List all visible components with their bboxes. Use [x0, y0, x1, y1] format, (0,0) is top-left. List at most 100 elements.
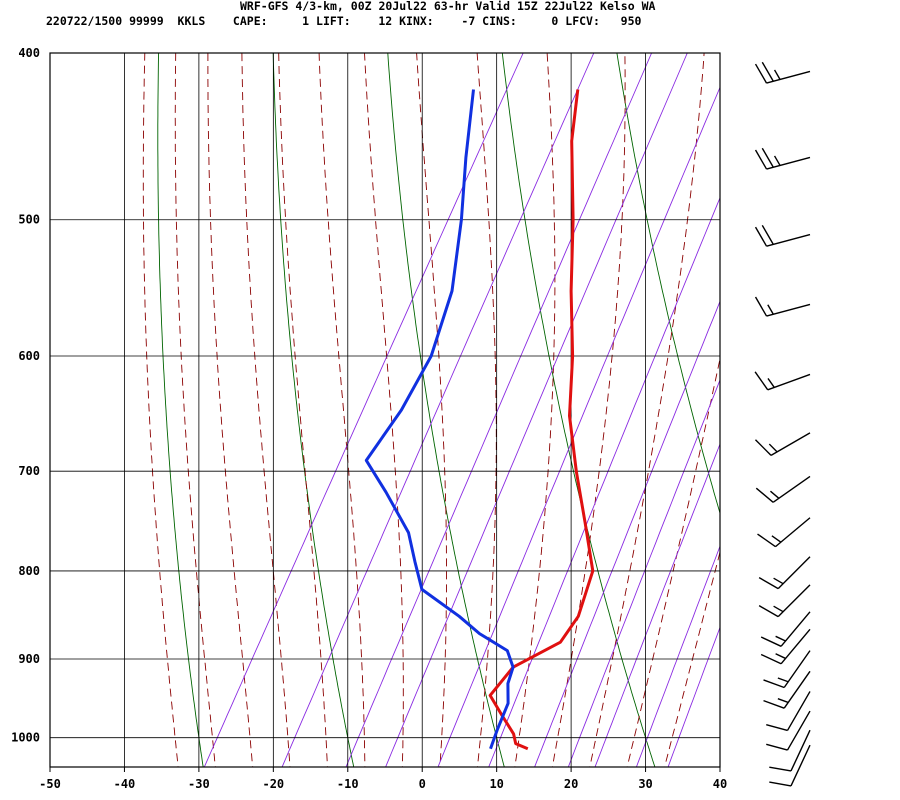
y-tick-label: 900 [18, 652, 40, 666]
x-tick-label: 0 [419, 777, 426, 791]
mixing-ratio-line [594, 442, 720, 767]
wind-barb-full-flag [769, 766, 792, 772]
wind-barb-half-flag [767, 304, 774, 315]
mixing-ratio-line [667, 626, 720, 767]
plot-border [49, 52, 721, 768]
axes-labels: -50 -40 -30 -20 -10 0 10 20 30 40 400 500 600 700 800 9… [11, 46, 727, 791]
chart-subtitle-indices: 220722/1500 99999 KKLS CAPE: 1 LIFT: 12 … [46, 14, 642, 28]
temperature-profile-line [488, 89, 595, 751]
wind-barb-staff [766, 303, 811, 317]
y-tick-label: 1000 [11, 731, 40, 745]
wind-barb [769, 729, 811, 772]
x-tick-label: 10 [489, 777, 503, 791]
x-tick-label: 20 [564, 777, 578, 791]
wind-barb-half-flag [771, 535, 782, 543]
y-tick-label: 500 [18, 213, 40, 227]
wind-barb [760, 628, 811, 665]
wind-barb [755, 475, 811, 503]
wind-barb-half-flag [773, 69, 781, 80]
sounding-profiles [364, 89, 595, 751]
wind-barb-half-flag [777, 698, 789, 704]
wind-barb-full-flag [754, 439, 772, 456]
chart-title: WRF-GFS 4/3-km, 00Z 20Jul22 63-hr Valid … [240, 0, 656, 13]
mixing-ratio-line [488, 196, 720, 767]
wind-barb [754, 371, 811, 391]
wind-barb-full-flag [766, 724, 788, 732]
wind-barb [763, 670, 811, 709]
mixing-ratio-line [534, 300, 720, 767]
x-tick-label: -10 [337, 777, 359, 791]
x-tick-label: 40 [713, 777, 727, 791]
wind-barb-staff [783, 650, 811, 688]
wind-barb-staff [780, 611, 811, 647]
wind-barb-half-flag [767, 378, 775, 388]
wind-barb [754, 224, 811, 247]
wind-barb-full-flag [761, 61, 774, 82]
wind-barb [754, 432, 811, 456]
x-tick-label: 30 [638, 777, 652, 791]
wind-barb [754, 147, 811, 170]
wind-barb-staff [770, 432, 811, 456]
dry-adiabat-line [157, 53, 204, 767]
wind-barb-full-flag [769, 781, 792, 787]
wind-barb-staff [777, 556, 811, 590]
wind-barb-full-flag [754, 63, 768, 84]
wind-barb-half-flag [773, 577, 784, 585]
wind-barb-full-flag [766, 743, 788, 751]
moist-adiabat-line [207, 53, 254, 767]
dry-adiabat-line [842, 34, 900, 774]
wind-barbs [754, 61, 811, 787]
x-tick-label: -40 [114, 777, 136, 791]
grid [49, 52, 721, 767]
wind-barb-full-flag [754, 296, 768, 317]
wind-barb-full-flag [758, 577, 779, 590]
mixing-ratio-line [635, 545, 720, 767]
wind-barb-staff [777, 584, 811, 618]
wind-barb-half-flag [777, 677, 789, 683]
wind-barb-half-flag [773, 155, 781, 166]
wind-barb [754, 296, 811, 317]
moist-adiabat-line [318, 53, 366, 767]
dry-adiabat-line [728, 34, 900, 774]
moist-adiabat-line [589, 53, 705, 767]
mixing-ratio-line [567, 378, 720, 767]
moist-adiabat-line [241, 53, 291, 767]
wind-barb [766, 691, 811, 732]
wind-barb [760, 611, 811, 647]
wind-barb [763, 650, 811, 689]
wind-barb-full-flag [760, 653, 782, 665]
wind-barb-staff [786, 710, 811, 751]
moist-adiabat-line [551, 53, 626, 767]
wind-barb-half-flag [773, 605, 784, 613]
wind-barb-staff [780, 628, 811, 665]
moist-adiabat-line [142, 53, 179, 767]
wind-barb-full-flag [760, 636, 782, 647]
wind-barb-staff [783, 670, 811, 709]
mixing-ratio-line [281, 53, 595, 767]
dewpoint-profile-line [364, 89, 515, 750]
moist-adiabat-line [476, 53, 497, 767]
mixing-ratio-line [203, 53, 524, 767]
wind-barb-full-flag [754, 226, 768, 247]
x-tick-label: -50 [39, 777, 61, 791]
moist-adiabat-line [514, 53, 556, 767]
wind-barb-half-flag [769, 490, 780, 499]
wind-barb-staff [766, 156, 811, 170]
wind-barb-staff [775, 517, 811, 548]
wind-barb-full-flag [758, 605, 779, 618]
wind-barb-full-flag [761, 224, 774, 245]
wind-barb-full-flag [754, 371, 769, 391]
wind-barb [754, 61, 811, 84]
plot-frame [49, 52, 721, 768]
moist-adiabat-line [174, 53, 216, 767]
wind-barb-half-flag [775, 635, 786, 642]
mixing-ratio-line [385, 53, 688, 767]
wind-barb-full-flag [763, 699, 785, 709]
moist-adiabat-line [364, 53, 404, 767]
moist-adiabat-line [416, 53, 447, 767]
wind-barb-half-flag [768, 443, 778, 453]
y-tick-label: 400 [18, 46, 40, 60]
wind-barb [769, 744, 811, 787]
wind-barb-staff [790, 744, 811, 787]
